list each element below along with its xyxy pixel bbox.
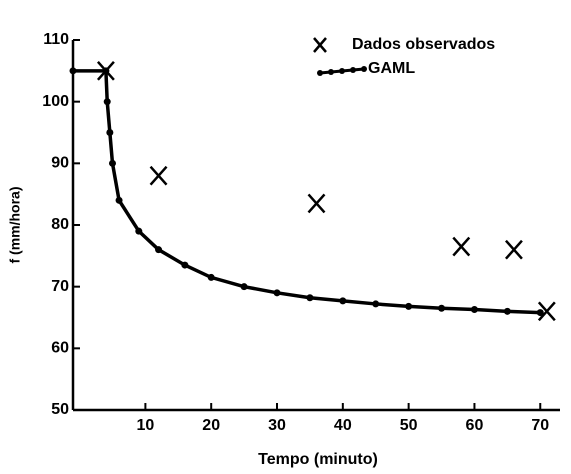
legend-dot: [350, 67, 356, 73]
legend-label: Dados observados: [352, 36, 495, 53]
x-tick-label: 40: [334, 417, 352, 434]
legend-dot: [317, 70, 323, 76]
dot-marker: [207, 273, 215, 281]
y-tick-label: 90: [51, 155, 69, 172]
legend-dot: [339, 68, 345, 74]
y-tick-label: 70: [51, 278, 69, 295]
curve: [73, 69, 541, 315]
dot-marker: [103, 98, 111, 106]
legend-dot: [328, 69, 334, 75]
legend-label: GAML: [368, 60, 415, 77]
x-marker: [452, 236, 471, 257]
dot-marker: [405, 302, 413, 310]
x-marker: [307, 193, 326, 214]
legend-dot: [361, 66, 367, 72]
y-axis-label: f (mm/hora): [7, 187, 23, 264]
y-tick-label: 60: [51, 340, 69, 357]
dot-marker: [339, 297, 347, 305]
x-tick-label: 10: [136, 417, 154, 434]
y-tick-label: 100: [42, 93, 69, 110]
dot-marker: [240, 283, 248, 291]
dot-marker: [108, 159, 116, 167]
dot-marker: [372, 300, 380, 308]
x-tick-label: 50: [400, 417, 418, 434]
legend-x: [313, 37, 327, 53]
y-tick-label: 110: [43, 31, 69, 48]
dot-marker: [155, 246, 163, 254]
dot-marker: [470, 305, 478, 313]
dot-marker: [438, 304, 446, 312]
x-marker: [504, 239, 523, 260]
dot-marker: [102, 67, 110, 75]
dot-marker: [181, 261, 189, 269]
x-marker: [149, 165, 168, 186]
dot-marker: [536, 309, 544, 317]
dot-marker: [503, 307, 511, 315]
x-tick-label: 60: [466, 417, 484, 434]
x-tick-label: 70: [531, 417, 549, 434]
x-axis-label: Tempo (minuto): [258, 451, 378, 468]
dot-marker: [306, 294, 314, 302]
y-tick-label: 50: [51, 401, 69, 418]
x-marker: [537, 301, 556, 322]
x-tick-label: 30: [268, 417, 286, 434]
y-tick-label: 80: [51, 216, 69, 233]
dot-marker: [273, 289, 281, 297]
dot-marker: [115, 196, 123, 204]
dot-marker: [69, 67, 77, 75]
dot-marker: [106, 129, 114, 136]
x-tick-label: 20: [202, 417, 220, 434]
dot-marker: [135, 227, 143, 235]
